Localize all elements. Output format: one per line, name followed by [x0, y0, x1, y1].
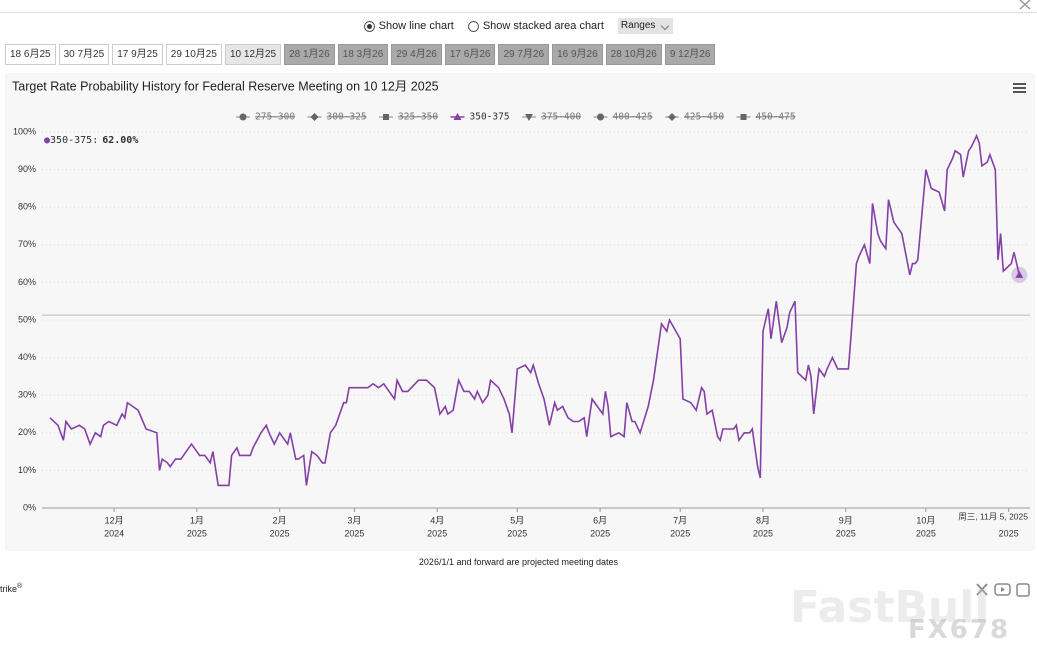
- legend-marker: [740, 114, 747, 120]
- legend-marker: [239, 113, 247, 121]
- y-tick-label: 100%: [13, 126, 36, 136]
- divider: [0, 12, 1037, 13]
- footer-left: trike: [0, 583, 22, 594]
- legend-label: 375-400: [541, 112, 581, 123]
- controls: Show line chart Show stacked area chart …: [0, 18, 1037, 34]
- radio[interactable]: [363, 20, 375, 32]
- x-tick-label: 7月: [673, 515, 687, 525]
- series-line: [49, 133, 1021, 487]
- y-tick-label: 0%: [23, 502, 36, 512]
- y-tick-label: 70%: [18, 239, 36, 249]
- y-tick-label: 30%: [18, 390, 36, 400]
- legend-label: 400-425: [613, 112, 653, 123]
- meeting-tab[interactable]: 10 12月25: [224, 44, 282, 65]
- option-line[interactable]: Show line chart: [363, 20, 454, 32]
- x-tick-label: 1月: [190, 515, 204, 525]
- youtube-icon[interactable]: [994, 583, 1011, 596]
- meeting-tab[interactable]: 29 7月26: [498, 44, 550, 65]
- x-tick-year: 2025: [344, 528, 364, 538]
- legend-marker: [453, 113, 462, 120]
- x-tick-label: 10月: [916, 515, 935, 525]
- legend-marker: [668, 113, 676, 121]
- x-tick-year: 2025: [507, 528, 527, 538]
- x-tick-label: 2月: [273, 515, 287, 525]
- x-tick-label: 3月: [347, 515, 361, 525]
- x-tick-year: 2025: [427, 528, 447, 538]
- legend-marker: [597, 113, 604, 121]
- legend-label: 275-300: [255, 112, 295, 123]
- close-icon[interactable]: [1018, 0, 1034, 10]
- legend-label: 300-325: [327, 112, 367, 123]
- y-tick-label: 90%: [18, 164, 36, 174]
- y-tick-label: 10%: [18, 465, 36, 475]
- meeting-tab[interactable]: 29 4月26: [391, 44, 442, 65]
- x-tick-year: 2025: [187, 528, 207, 538]
- meeting-tab[interactable]: 9 12月26: [664, 44, 716, 65]
- tooltip-series: 350-375: [50, 135, 98, 146]
- option-label: Show line chart: [378, 20, 454, 32]
- legend-label: 350-375: [470, 112, 510, 123]
- meeting-tab[interactable]: 17 9月25: [112, 44, 163, 65]
- x-tick-year: 2025: [590, 528, 610, 538]
- meeting-tab[interactable]: 29 10月25: [165, 44, 222, 65]
- meeting-tab[interactable]: 16 9月26: [552, 44, 603, 65]
- y-tick-label: 20%: [18, 427, 36, 437]
- option-label: Show stacked area chart: [482, 20, 604, 32]
- ranges-dropdown[interactable]: Ranges: [617, 18, 674, 34]
- chart: Target Rate Probability History for Fede…: [12, 79, 1030, 538]
- radio[interactable]: [467, 20, 479, 32]
- x-icon[interactable]: [976, 583, 988, 596]
- x-tick-label: 12月: [105, 515, 124, 525]
- legend-label: 425-450: [684, 112, 724, 123]
- option-stacked[interactable]: Show stacked area chart: [467, 20, 604, 32]
- x-tick-label: 9月: [839, 515, 853, 525]
- x-tick-label: 8月: [756, 515, 770, 525]
- x-tick-year: 2025: [916, 528, 936, 538]
- hover-marker: [1015, 270, 1024, 278]
- legend-label: 450-475: [756, 112, 796, 123]
- tabs: 18 6月25 30 7月25 17 9月25 29 10月25 10 12月25 28 …: [5, 44, 716, 65]
- tooltip-date: 周三, 11月 5, 2025: [958, 511, 1028, 521]
- y-tick-label: 80%: [18, 202, 36, 212]
- watermark: FX678: [908, 615, 1011, 645]
- y-tick-label: 60%: [18, 277, 36, 287]
- meeting-tab[interactable]: 28 1月26: [284, 44, 335, 65]
- meeting-tab[interactable]: 28 10月26: [605, 44, 662, 65]
- chart-title: Target Rate Probability History for Fede…: [12, 79, 439, 93]
- watermark: FastBull: [790, 582, 990, 633]
- x-tick-year: 2024: [104, 528, 124, 538]
- meeting-tab[interactable]: 30 7月25: [58, 44, 110, 65]
- y-tick-label: 40%: [18, 352, 36, 362]
- x-tick-year: 2025: [270, 528, 290, 538]
- meeting-tab[interactable]: 18 3月26: [337, 44, 389, 65]
- x-tick-year: 2025: [753, 528, 773, 538]
- social-icons: [976, 583, 1030, 597]
- x-tick-year: 2025: [670, 528, 690, 538]
- legend-marker: [310, 113, 319, 121]
- legend-label: 325-350: [398, 112, 438, 123]
- y-tick-label: 50%: [18, 314, 36, 324]
- x-tick-label: 4月: [430, 515, 444, 525]
- x-tick-year: 2025: [836, 528, 856, 538]
- legend-marker: [383, 114, 389, 120]
- legend-marker: [525, 114, 533, 121]
- x-tick-label: 6月: [593, 515, 607, 525]
- tooltip-value: 62.00%: [102, 135, 139, 146]
- meeting-tab[interactable]: 17 6月26: [444, 44, 496, 65]
- chart-container: Target Rate Probability History for Fede…: [5, 73, 1035, 551]
- tooltip: ●350-37562.00%: [44, 135, 138, 146]
- meeting-tab[interactable]: 18 6月25: [5, 44, 56, 65]
- x-tick-label: 5月: [510, 515, 524, 525]
- linkedin-icon[interactable]: [1016, 583, 1030, 597]
- menu-icon[interactable]: [1013, 83, 1026, 93]
- x-tick-year: 2025: [999, 528, 1019, 538]
- footnote: 2026/1/1 and forward are projected meeti…: [418, 557, 619, 567]
